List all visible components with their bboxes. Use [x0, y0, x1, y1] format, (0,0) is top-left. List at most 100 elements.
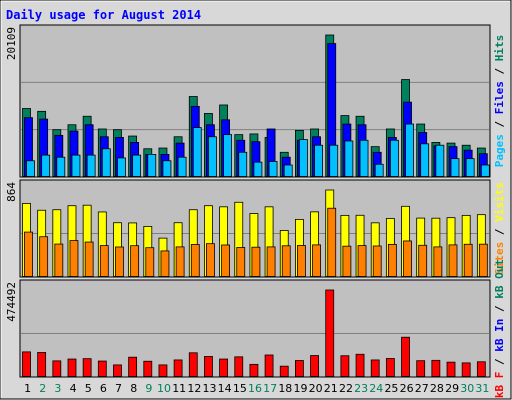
day-label: 31 — [475, 382, 489, 395]
legend-part: Files — [493, 81, 506, 114]
bar-pages — [177, 156, 187, 177]
bar-kb-f — [461, 362, 471, 377]
bar-sites — [266, 246, 276, 277]
bar-kb-f — [158, 364, 168, 377]
bar-pages — [268, 161, 278, 177]
bar-pages — [359, 139, 369, 177]
bar-pages — [147, 154, 157, 177]
bar-pages — [420, 143, 430, 177]
bar-pages — [253, 161, 263, 177]
day-label: 27 — [415, 382, 429, 395]
day-label: 24 — [369, 382, 383, 395]
bar-kb-f — [97, 360, 107, 377]
bar-sites — [115, 246, 124, 277]
bar-sites — [206, 243, 215, 277]
legend-part: / — [493, 61, 506, 81]
y-max-label: 474492 — [5, 282, 18, 322]
legend-part: kB Out — [493, 259, 506, 299]
legend-part: kB F — [493, 372, 506, 399]
day-label: 30 — [460, 382, 474, 395]
bar-sites — [297, 245, 306, 277]
day-label: 28 — [430, 382, 444, 395]
bar-sites — [84, 241, 94, 277]
bar-pages — [389, 139, 399, 177]
bar-pages — [238, 151, 248, 177]
bar-kb-f — [204, 356, 213, 377]
day-label: 29 — [445, 382, 459, 395]
bar-kb-f — [340, 355, 350, 377]
bar-sites — [281, 245, 291, 277]
chart-title: Daily usage for August 2014 — [6, 8, 201, 22]
bar-pages — [223, 134, 232, 177]
bar-kb-f — [264, 354, 274, 377]
bar-sites — [478, 243, 488, 277]
legend-middle: Sites / Visits — [493, 182, 506, 275]
legend-part: / — [493, 352, 506, 372]
bar-sites — [130, 245, 140, 277]
day-label: 25 — [384, 382, 398, 395]
bar-kb-f — [143, 360, 153, 377]
bar-kb-f — [385, 358, 395, 377]
bar-sites — [69, 240, 79, 277]
bar-pages — [101, 148, 111, 177]
bar-pages — [329, 144, 339, 177]
bar-kb-f — [37, 352, 47, 377]
bar-sites — [175, 246, 185, 277]
bar-kb-f — [113, 364, 122, 377]
day-label: 17 — [263, 382, 277, 395]
day-label: 9 — [145, 382, 152, 395]
bar-sites — [190, 244, 200, 277]
bar-kb-f — [249, 363, 259, 377]
day-label: 21 — [324, 382, 338, 395]
day-label: 11 — [172, 382, 186, 395]
bar-kb-f — [295, 360, 304, 377]
bar-kb-f — [416, 360, 426, 377]
legend-part: Visits — [493, 182, 506, 222]
bar-pages — [480, 164, 490, 177]
bar-pages — [192, 127, 202, 177]
legend-bottom: kB F / kB In / kB Out — [493, 259, 506, 398]
day-label: 2 — [39, 382, 46, 395]
day-label: 20 — [309, 382, 323, 395]
bar-sites — [433, 246, 443, 277]
legend-part: kB In — [493, 319, 506, 352]
bar-pages — [56, 156, 66, 177]
day-label: 16 — [248, 382, 262, 395]
day-label: 10 — [157, 382, 171, 395]
day-label: 15 — [233, 382, 247, 395]
bar-sites — [251, 246, 261, 277]
bar-pages — [162, 160, 172, 177]
bar-kb-f — [82, 358, 92, 377]
legend-part: / — [493, 299, 506, 319]
bar-pages — [465, 158, 475, 177]
bar-pages — [26, 160, 35, 177]
bar-pages — [41, 154, 51, 177]
bar-kb-f — [234, 356, 244, 377]
day-label: 4 — [70, 382, 77, 395]
day-label: 18 — [278, 382, 292, 395]
bar-kb-f — [310, 355, 319, 377]
bar-pages — [405, 123, 414, 177]
chart-panels: 20109 864 474492 — [5, 24, 491, 378]
bar-sites — [387, 243, 397, 277]
legend-top: Pages / Files / Hits — [493, 35, 506, 168]
y-max-label: 864 — [5, 182, 18, 202]
bar-kb-f — [446, 361, 456, 377]
day-label: 1 — [24, 382, 31, 395]
bar-sites — [312, 244, 321, 277]
bar-sites — [145, 247, 155, 277]
bar-kb-f — [279, 365, 289, 377]
bar-pages — [344, 140, 354, 177]
bar-pages — [299, 139, 308, 177]
bar-sites — [221, 244, 230, 277]
bar-kb-f — [188, 352, 198, 377]
bar-kb-f — [476, 361, 486, 377]
day-label: 13 — [203, 382, 217, 395]
bar-pages — [71, 154, 81, 177]
day-label: 23 — [354, 382, 368, 395]
bar-kb-f — [401, 336, 410, 377]
bar-sites — [236, 247, 246, 277]
